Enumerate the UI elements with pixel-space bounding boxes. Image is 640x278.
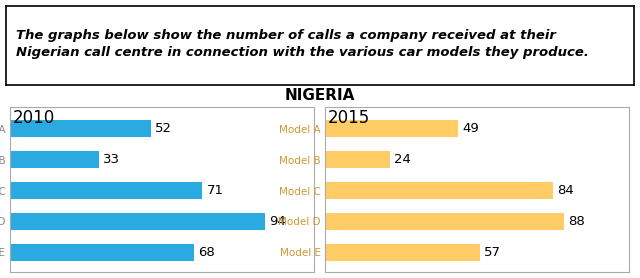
Text: 68: 68 [198,246,215,259]
Bar [325,120,458,137]
Text: The graphs below show the number of calls a company received at their
Nigerian c: The graphs below show the number of call… [16,29,589,59]
Bar [325,151,390,168]
Text: 94: 94 [269,215,285,228]
Text: 88: 88 [568,215,585,228]
Text: 49: 49 [462,122,479,135]
Bar [325,213,564,230]
Text: 2015: 2015 [328,109,370,126]
Text: 2010: 2010 [12,109,54,126]
Text: NIGERIA: NIGERIA [285,88,355,103]
Text: 84: 84 [557,184,574,197]
Text: 33: 33 [103,153,120,166]
Bar [10,182,202,199]
Bar [10,244,194,261]
Text: 52: 52 [155,122,172,135]
Bar [10,213,265,230]
Text: 71: 71 [206,184,223,197]
Bar [10,151,99,168]
Bar [325,244,480,261]
Text: 57: 57 [484,246,501,259]
Bar [325,182,553,199]
Bar [10,120,151,137]
Text: 24: 24 [394,153,412,166]
